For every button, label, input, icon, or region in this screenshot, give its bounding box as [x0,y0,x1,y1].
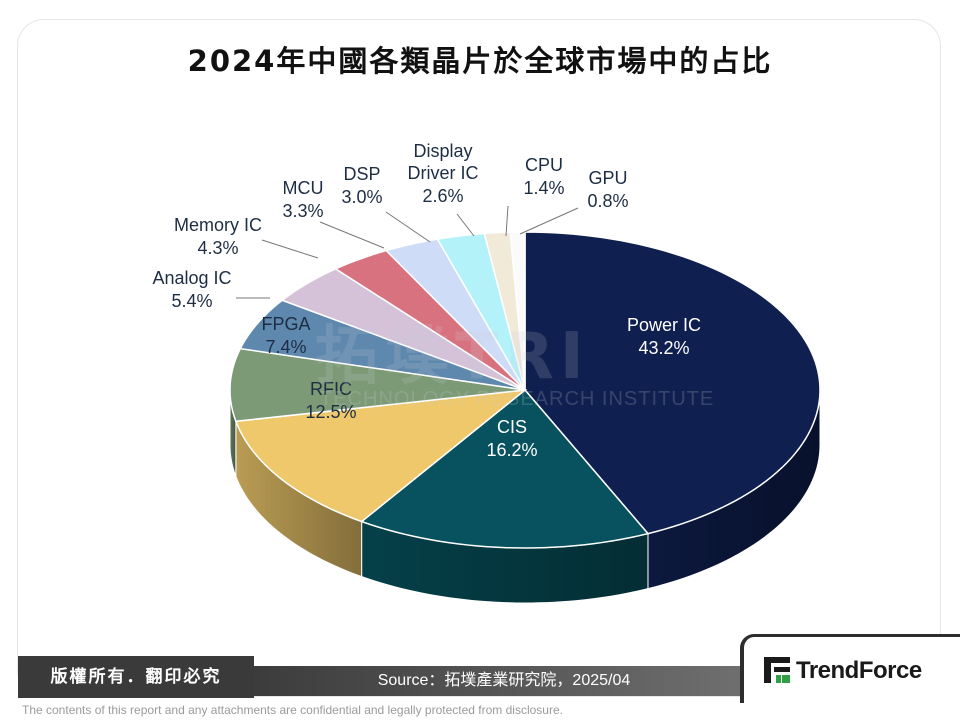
pie-slice-analog-ic [239,299,526,391]
brand-name: TrendForce [796,657,922,684]
leader-line-memory-ic [261,239,319,259]
pie-slice-cis [360,388,650,549]
copyright-notice: 版權所有．翻印必究 [18,656,254,698]
pie-slice-dsp [384,238,526,391]
pie-side-walls [229,389,821,604]
slice-value-analog-ic: 5.4% [171,291,212,311]
pie-slice-rfic [234,388,528,523]
trendforce-logo-icon [764,657,790,683]
slice-name-display-driver-ic-1: Display [413,141,472,161]
leader-line-display-driver-ic [456,213,475,237]
pie-top-faces [229,231,821,549]
chart-title: 2024年中國各類晶片於全球市場中的占比 [187,44,773,78]
source-note: Source：拓墣產業研究院，2025/04 [254,666,754,696]
slice-name-mcu: MCU [283,178,324,198]
slice-value-dsp: 3.0% [341,187,382,207]
slice-name-fpga: FPGA [261,314,310,334]
brand-logo-area: TrendForce [740,634,960,703]
leader-line-mcu [319,221,385,249]
slice-name-memory-ic: Memory IC [174,215,262,235]
slice-value-memory-ic: 4.3% [197,238,238,258]
watermark-english: TECHNOLOGY RESEARCH INSTITUTE [320,388,715,410]
slice-labels: Power IC 43.2% CIS 16.2% RFIC 12.5% FPGA 7.4% An… [152,141,701,460]
slice-name-display-driver-ic-2: Driver IC [408,163,479,183]
pie-slice-fpga [229,347,526,423]
slice-value-mcu: 3.3% [282,201,323,221]
pie-slice-power-ic [524,231,821,535]
leader-line-gpu [519,207,579,235]
disclaimer-text: The contents of this report and any atta… [22,703,563,717]
slice-value-cis: 16.2% [486,440,537,460]
slice-value-cpu: 1.4% [523,178,564,198]
slice-name-analog-ic: Analog IC [152,268,231,288]
watermark-chinese: 拓墣TRI [315,320,590,394]
slice-name-cpu: CPU [525,155,563,175]
slice-name-power-ic: Power IC [627,315,701,335]
slice-name-cis: CIS [497,417,527,437]
leader-line-dsp [385,211,431,243]
leader-lines [236,205,579,299]
pie-slice-memory-ic [280,267,526,391]
slice-value-gpu: 0.8% [587,191,628,211]
pie-slice-cpu [483,231,526,391]
slice-value-power-ic: 43.2% [638,338,689,358]
slice-name-gpu: GPU [588,168,627,188]
slice-value-rfic: 12.5% [305,402,356,422]
leader-line-cpu [505,205,509,237]
slice-value-display-driver-ic: 2.6% [422,186,463,206]
pie-slice-mcu [334,249,526,391]
slice-name-rfic: RFIC [310,379,352,399]
pie-slice-display-driver-ic [436,232,526,391]
slice-name-dsp: DSP [343,164,380,184]
slice-value-fpga: 7.4% [265,337,306,357]
